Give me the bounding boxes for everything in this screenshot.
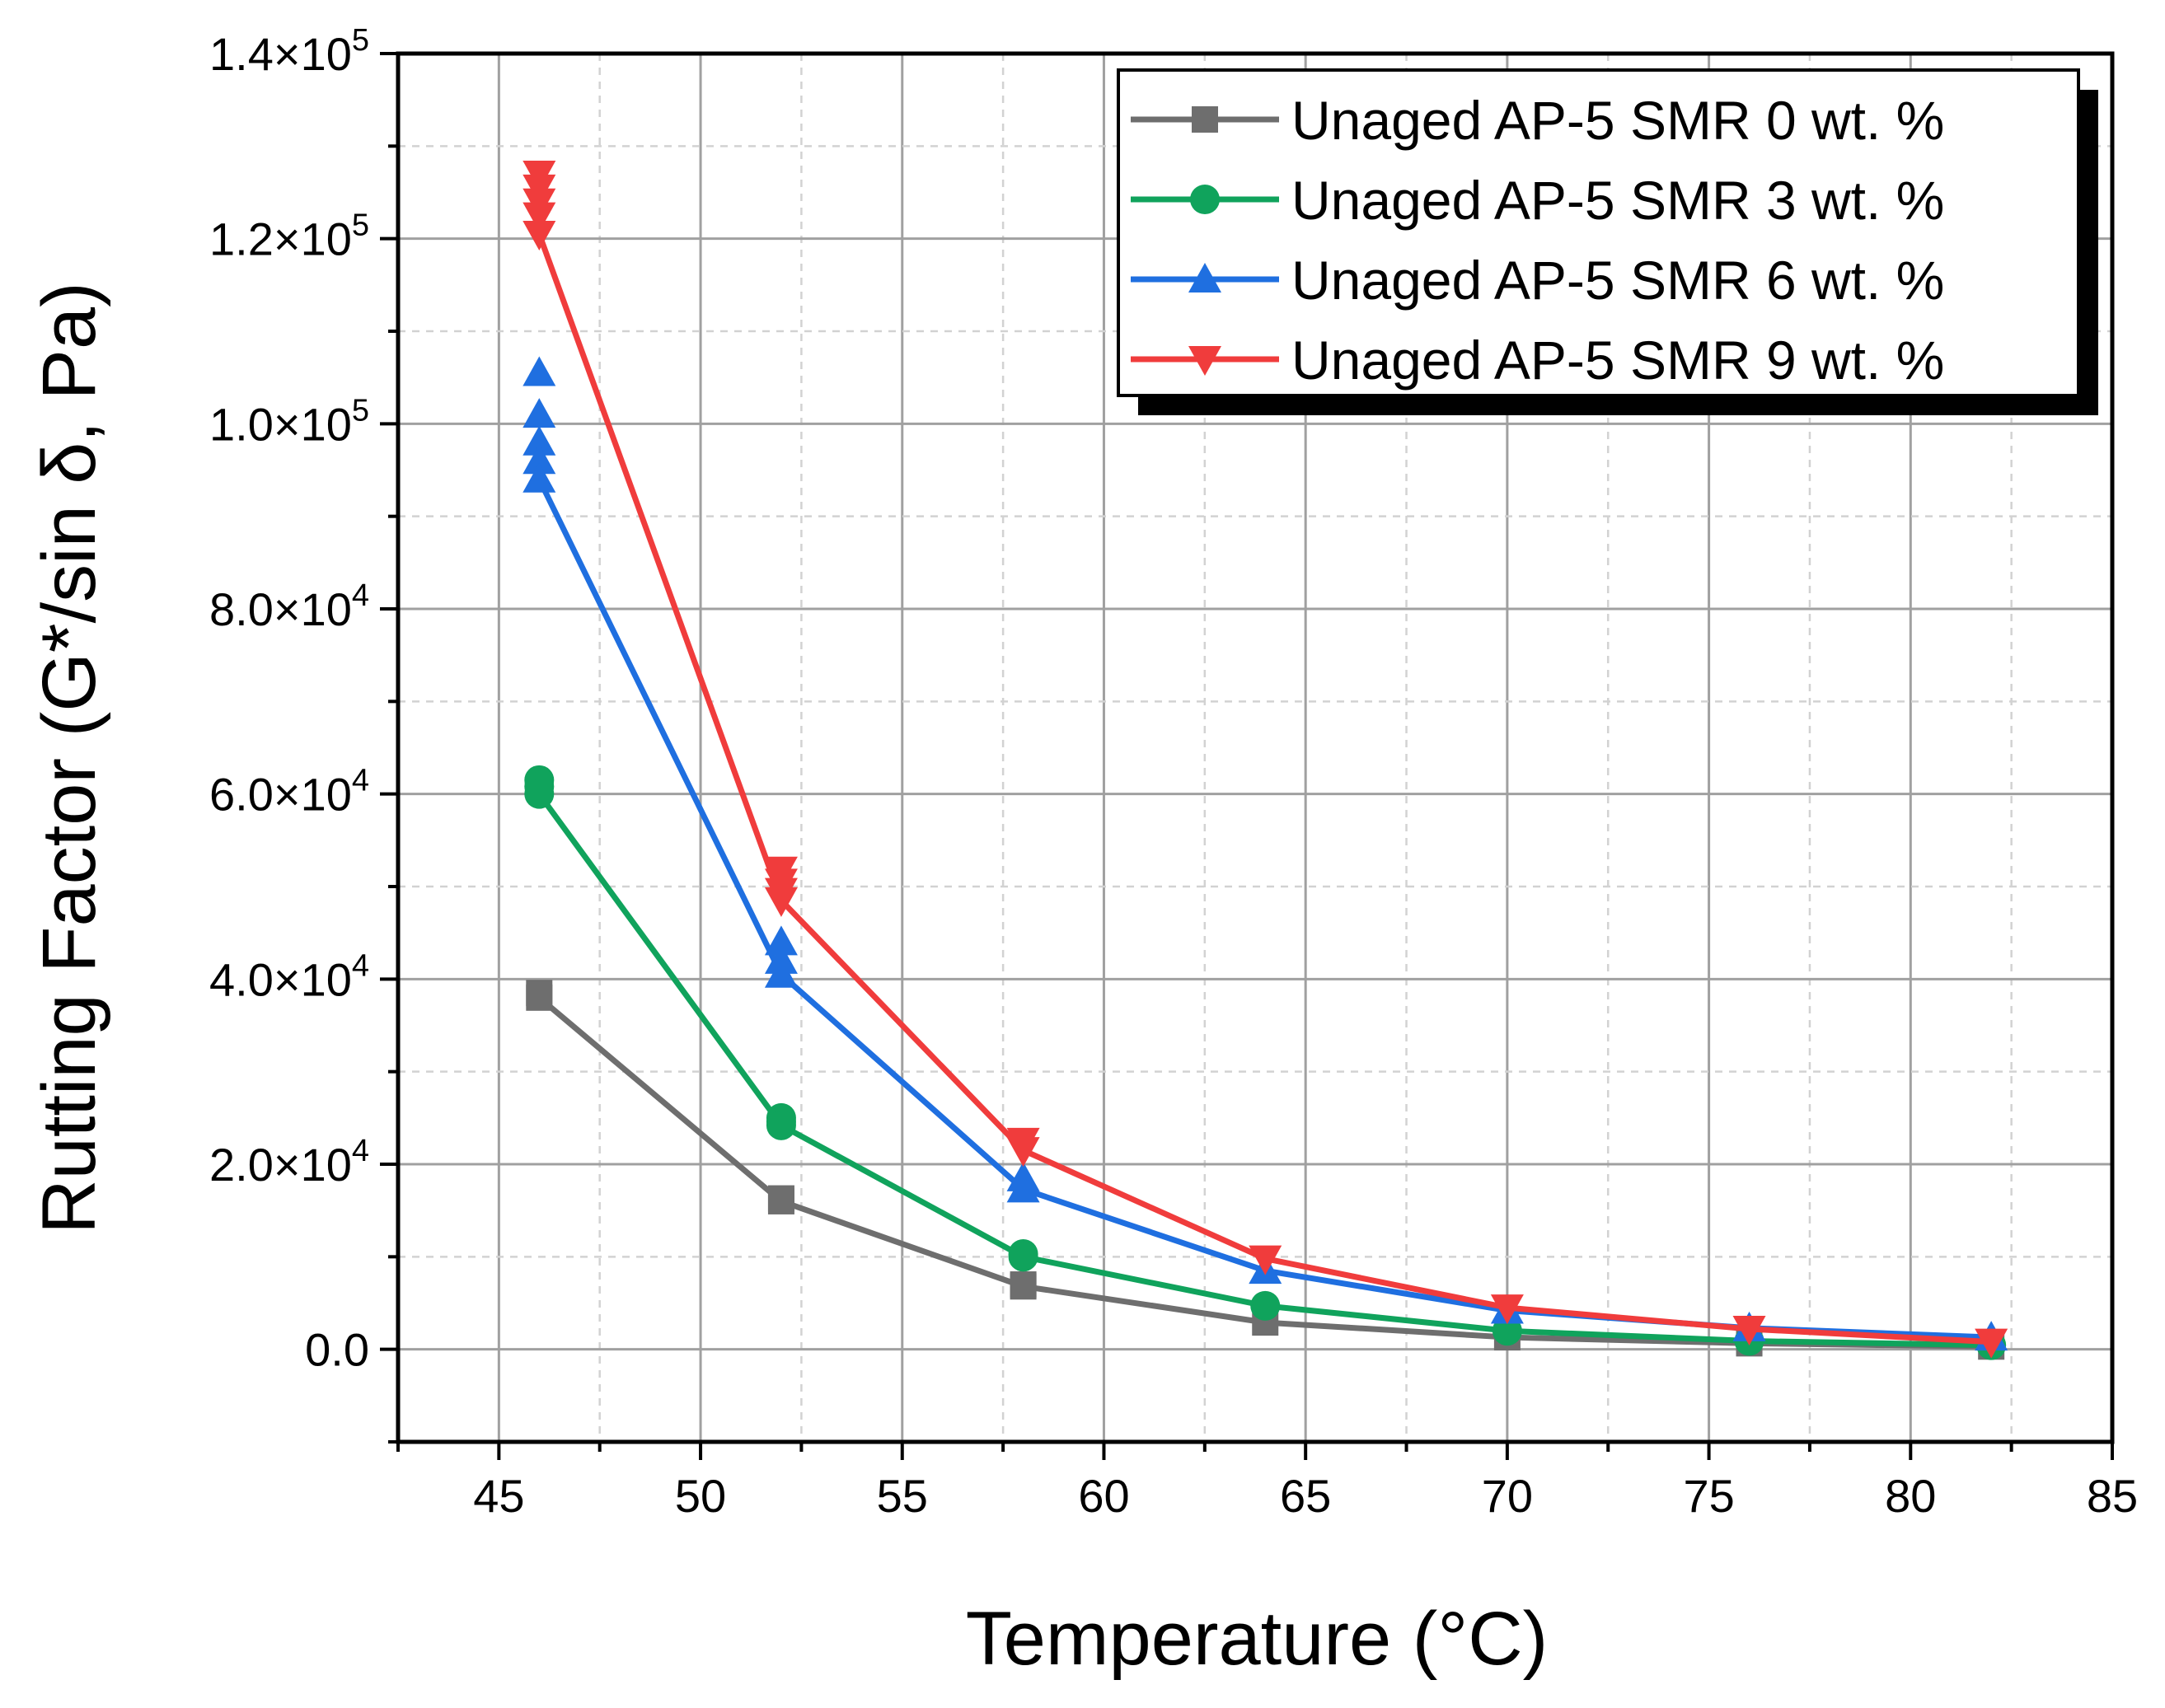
x-axis-title: Temperature (°C) bbox=[966, 1597, 1549, 1681]
y-tick-label: 8.0×104 bbox=[209, 578, 369, 635]
y-tick-exponent: 4 bbox=[352, 948, 369, 983]
series-3 bbox=[523, 161, 2008, 1359]
legend-item: Unaged AP-5 SMR 6 wt. % bbox=[1131, 250, 1944, 311]
data-point bbox=[1006, 1172, 1040, 1203]
y-tick-mantissa: 4.0×10 bbox=[209, 953, 352, 1005]
legend-label: Unaged AP-5 SMR 6 wt. % bbox=[1291, 250, 1944, 311]
legend-item: Unaged AP-5 SMR 3 wt. % bbox=[1131, 170, 1944, 231]
y-tick-labels: 0.02.0×1044.0×1046.0×1048.0×1041.0×1051.… bbox=[209, 23, 369, 1376]
data-point bbox=[764, 887, 798, 917]
y-tick-exponent: 5 bbox=[352, 393, 369, 428]
data-point bbox=[1732, 1315, 1766, 1345]
legend-label: Unaged AP-5 SMR 3 wt. % bbox=[1291, 170, 1944, 231]
x-tick-label: 50 bbox=[675, 1470, 726, 1522]
x-tick-label: 65 bbox=[1280, 1470, 1331, 1522]
data-point-replicate bbox=[523, 356, 556, 386]
y-tick-label: 6.0×104 bbox=[209, 764, 369, 821]
data-point bbox=[1249, 1245, 1282, 1275]
data-point bbox=[523, 462, 556, 493]
data-point bbox=[523, 221, 556, 251]
y-tick-mantissa: 8.0×10 bbox=[209, 583, 352, 635]
y-tick-label: 1.0×105 bbox=[209, 393, 369, 450]
y-tick-mantissa: 1.2×10 bbox=[209, 213, 352, 265]
legend-marker bbox=[1188, 263, 1221, 292]
x-tick-labels: 45 50 55 60 65 70 75 80 85 bbox=[473, 1470, 2138, 1522]
data-point bbox=[1975, 1328, 2008, 1359]
legend-item: Unaged AP-5 SMR 9 wt. % bbox=[1131, 330, 1944, 391]
y-tick-exponent: 5 bbox=[352, 208, 369, 243]
data-point bbox=[1490, 1294, 1524, 1325]
data-point bbox=[1008, 1242, 1038, 1272]
y-tick-mantissa: 1.0×10 bbox=[209, 398, 352, 450]
y-tick-label: 1.2×105 bbox=[209, 208, 369, 265]
x-tick-label: 70 bbox=[1482, 1470, 1533, 1522]
data-point-replicate bbox=[523, 425, 556, 456]
x-tick-label: 60 bbox=[1078, 1470, 1129, 1522]
y-tick-mantissa: 2.0×10 bbox=[209, 1139, 352, 1191]
y-axis-title: Rutting Factor (G*/sin δ, Pa) bbox=[27, 282, 111, 1234]
y-tick-exponent: 4 bbox=[352, 1134, 369, 1168]
y-tick-label: 1.4×105 bbox=[209, 23, 369, 80]
data-point bbox=[764, 957, 798, 988]
y-tick-label: 0.0 bbox=[305, 1324, 369, 1376]
y-tick-label: 2.0×104 bbox=[209, 1134, 369, 1191]
x-tick-label: 85 bbox=[2087, 1470, 2138, 1522]
y-axis-title-text: Rutting Factor (G*/sin δ, Pa) bbox=[27, 282, 111, 1234]
legend-marker bbox=[1190, 185, 1220, 214]
data-point bbox=[766, 1110, 796, 1140]
data-point bbox=[1250, 1290, 1281, 1321]
data-point bbox=[1006, 1137, 1040, 1168]
y-tick-mantissa: 0.0 bbox=[305, 1324, 369, 1376]
plot-frame bbox=[396, 51, 2115, 1444]
x-tick-label: 55 bbox=[877, 1470, 928, 1522]
y-tick-mantissa: 1.4×10 bbox=[209, 28, 352, 80]
data-point-replicate bbox=[523, 202, 556, 232]
x-axis-title-text: Temperature (°C) bbox=[966, 1597, 1549, 1681]
y-tick-mantissa: 6.0×10 bbox=[209, 769, 352, 821]
axis-ticks bbox=[380, 52, 2114, 1460]
data-point-replicate bbox=[523, 398, 556, 428]
data-point bbox=[1010, 1273, 1037, 1300]
x-tick-label: 75 bbox=[1683, 1470, 1734, 1522]
data-point bbox=[767, 1187, 794, 1214]
x-tick-label: 45 bbox=[473, 1470, 524, 1522]
x-tick-label: 80 bbox=[1885, 1470, 1936, 1522]
legend: Unaged AP-5 SMR 0 wt. % Unaged AP-5 SMR 3… bbox=[1117, 68, 2098, 415]
y-tick-exponent: 4 bbox=[352, 764, 369, 798]
legend-label: Unaged AP-5 SMR 9 wt. % bbox=[1291, 330, 1944, 391]
data-point-replicate bbox=[523, 444, 556, 475]
legend-marker bbox=[1192, 106, 1218, 133]
series-layer bbox=[523, 161, 2008, 1360]
legend-marker bbox=[1188, 346, 1221, 376]
y-tick-label: 4.0×104 bbox=[209, 948, 369, 1005]
data-point bbox=[524, 779, 555, 809]
legend-label: Unaged AP-5 SMR 0 wt. % bbox=[1291, 90, 1944, 151]
y-tick-exponent: 4 bbox=[352, 578, 369, 613]
legend-item: Unaged AP-5 SMR 0 wt. % bbox=[1131, 90, 1944, 151]
y-tick-exponent: 5 bbox=[352, 23, 369, 58]
legend-box bbox=[1117, 68, 2080, 397]
data-point bbox=[526, 984, 553, 1011]
data-point-replicate bbox=[764, 925, 798, 956]
